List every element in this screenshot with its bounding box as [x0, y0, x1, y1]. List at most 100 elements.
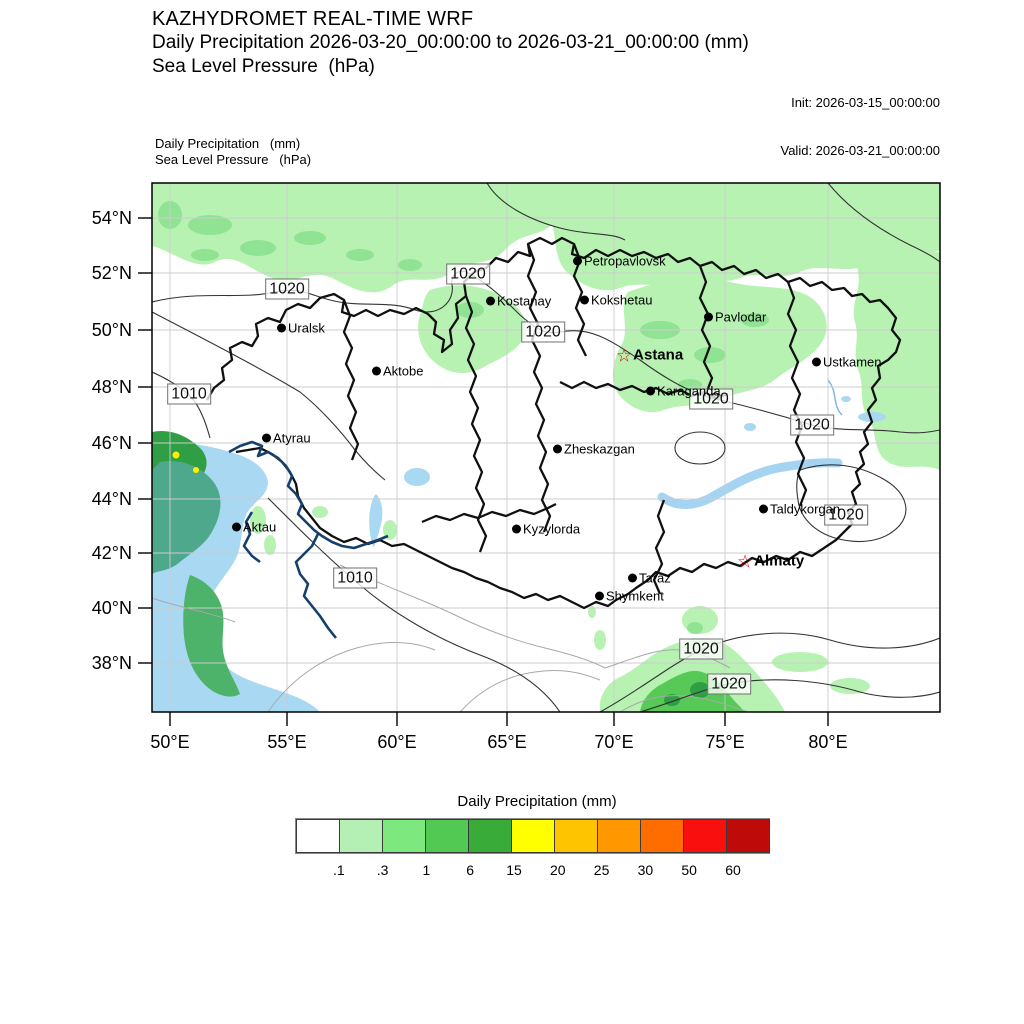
pressure-label: 1020 — [707, 673, 751, 695]
city-marker-zheskazgan: Zheskazgan — [553, 442, 635, 457]
y-tick-label: 46°N — [91, 433, 132, 453]
city-dot-icon — [812, 357, 821, 367]
field-label-precipitation: Daily Precipitation (mm) — [155, 136, 301, 151]
lake-balkhash — [657, 458, 843, 509]
city-dot-icon — [759, 504, 768, 514]
colorbar-threshold-labels: .1 .3 1 6 15 20 25 30 50 60 — [295, 862, 777, 882]
city-marker-kokshetau: Kokshetau — [580, 293, 652, 308]
city-dot-icon — [232, 522, 241, 532]
city-dot-icon — [595, 591, 604, 601]
city-dot-icon — [553, 444, 562, 454]
colorbar-swatch — [683, 819, 727, 853]
city-label: Taraz — [639, 570, 671, 586]
city-marker-ustkamen: Ustkamen — [812, 355, 882, 370]
city-label: Kostanay — [497, 293, 552, 309]
colorbar-threshold: 1 — [422, 862, 431, 878]
subtitle-precipitation: Daily Precipitation 2026-03-20_00:00:00 … — [152, 32, 749, 53]
city-dot-icon — [277, 323, 286, 333]
colorbar-threshold: 20 — [550, 862, 566, 878]
city-label: Astana — [633, 346, 684, 364]
city-marker-karaganda: Karaganda — [646, 384, 721, 399]
city-marker-shymkent: Shymkent — [595, 589, 664, 604]
x-tick-label: 50°E — [150, 732, 190, 752]
x-tick-label: 80°E — [808, 732, 848, 752]
city-marker-astana: ☆ Astana — [616, 345, 684, 365]
pressure-label: 1020 — [446, 263, 490, 285]
precipitation-colorbar — [295, 818, 770, 854]
capital-star-icon: ☆ — [616, 345, 633, 365]
city-marker-taldykorgan: Taldykorgan — [759, 502, 840, 517]
colorbar-threshold: 50 — [681, 862, 697, 878]
city-marker-kyzylorda: Kyzylorda — [512, 522, 580, 537]
city-marker-almaty: ☆ Almaty — [737, 551, 805, 571]
colorbar-swatch — [511, 819, 555, 853]
precip-heavy-southwest — [152, 430, 240, 697]
colorbar-swatch — [296, 819, 340, 853]
y-tick-label: 48°N — [91, 377, 132, 397]
legend-title: Daily Precipitation (mm) — [457, 793, 617, 810]
city-marker-uralsk: Uralsk — [277, 321, 325, 336]
colorbar-swatch — [425, 819, 469, 853]
page-title: KAZHYDROMET REAL-TIME WRF — [152, 8, 474, 30]
precip-medium-green-speckles — [158, 201, 769, 391]
city-label: Karaganda — [657, 383, 721, 399]
x-tick-label: 70°E — [594, 732, 634, 752]
y-tick-label: 50°N — [91, 320, 132, 340]
pressure-label: 1020 — [265, 278, 309, 300]
map-frame — [151, 182, 941, 713]
city-dot-icon — [512, 524, 521, 534]
pressure-label: 1010 — [333, 567, 377, 589]
field-label-pressure: Sea Level Pressure (hPa) — [155, 152, 312, 167]
colorbar-threshold: 30 — [637, 862, 654, 878]
y-tick-label: 42°N — [91, 543, 132, 563]
city-label: Petropavlovsk — [584, 253, 666, 269]
city-label: Atyrau — [273, 430, 311, 446]
city-label: Ustkamen — [823, 354, 882, 370]
city-label: Zheskazgan — [564, 441, 635, 457]
axis-tick-marks — [138, 217, 829, 726]
pressure-label: 1010 — [167, 383, 211, 405]
capital-star-icon: ☆ — [737, 551, 754, 571]
city-dot-icon — [580, 295, 589, 305]
city-label: Aktobe — [383, 363, 424, 379]
city-marker-taraz: Taraz — [628, 571, 671, 586]
city-label: Uralsk — [288, 320, 325, 336]
pressure-label: 1020 — [824, 504, 868, 526]
foreign-borders — [152, 564, 749, 712]
y-tick-label: 54°N — [91, 208, 132, 228]
caspian-coastline — [228, 440, 389, 639]
city-marker-atyrau: Atyrau — [262, 431, 311, 446]
colorbar-threshold: .3 — [376, 862, 389, 878]
colorbar-swatch — [468, 819, 512, 853]
valid-time: Valid: 2026-03-21_00:00:00 — [780, 143, 941, 158]
colorbar-threshold: 25 — [593, 862, 610, 878]
city-label: Kyzylorda — [523, 521, 581, 537]
city-marker-aktobe: Aktobe — [372, 364, 423, 379]
colorbar-swatch — [597, 819, 641, 853]
city-label: Kokshetau — [591, 292, 653, 308]
colorbar-swatch — [339, 819, 383, 853]
colorbar-swatch — [554, 819, 598, 853]
colorbar-swatch — [726, 819, 770, 853]
kazakhstan-borders — [206, 236, 902, 610]
colorbar-swatch — [640, 819, 684, 853]
x-tick-label: 75°E — [705, 732, 745, 752]
colorbar-threshold: 15 — [506, 862, 522, 878]
city-dot-icon — [646, 386, 655, 396]
city-dot-icon — [486, 296, 495, 306]
x-tick-label: 60°E — [377, 732, 417, 752]
y-tick-label: 40°N — [91, 598, 132, 618]
run-info: Init: 2026-03-15_00:00:00 Valid: 2026-03… — [781, 63, 941, 191]
colorbar-threshold: 6 — [466, 862, 475, 878]
river-irtysh — [827, 379, 843, 416]
city-marker-kostanay: Kostanay — [486, 294, 551, 309]
city-marker-petropavlovsk: Petropavlovsk — [573, 254, 666, 269]
colorbar-swatch — [382, 819, 426, 853]
city-label: Almaty — [754, 552, 805, 570]
city-dot-icon — [372, 366, 381, 376]
subtitle-sea-level-pressure: Sea Level Pressure (hPa) — [152, 56, 375, 77]
city-dot-icon — [628, 573, 637, 583]
init-time: Init: 2026-03-15_00:00:00 — [791, 95, 940, 110]
